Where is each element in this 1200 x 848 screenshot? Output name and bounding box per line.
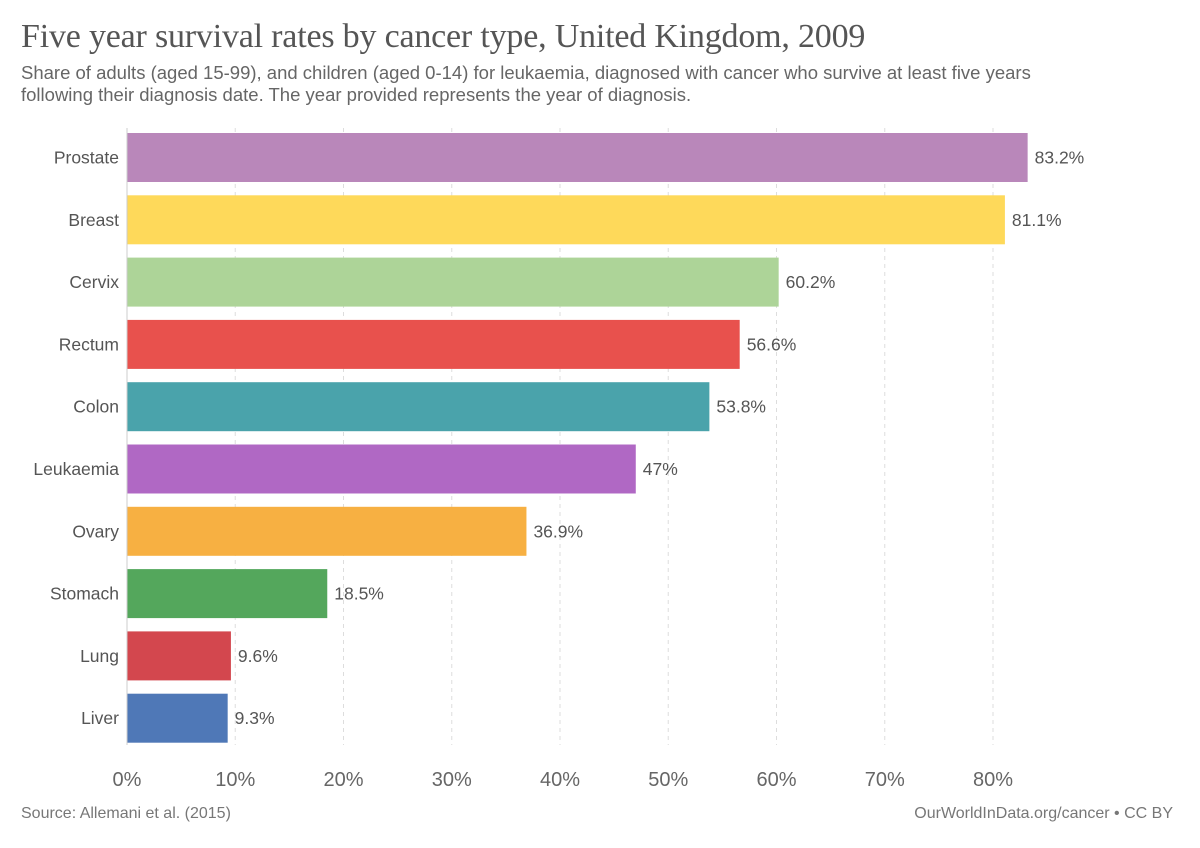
value-label: 9.3% [235, 708, 275, 728]
x-tick-label: 20% [323, 769, 363, 791]
x-tick-label: 60% [756, 769, 796, 791]
x-tick-label: 40% [540, 769, 580, 791]
bar-liver[interactable] [127, 693, 228, 743]
bar-rectum[interactable] [127, 319, 740, 369]
chart-subtitle: Share of adults (aged 15-99), and childr… [21, 62, 1031, 105]
value-label: 60.2% [786, 272, 836, 292]
category-label: Stomach [50, 584, 119, 604]
bar-stomach[interactable] [127, 569, 328, 619]
x-tick-label: 80% [973, 769, 1013, 791]
x-tick-label: 0% [113, 769, 142, 791]
value-label: 9.6% [238, 646, 278, 666]
x-axis-ticks: 0% 10% 20% 30% 40% 50% 60% 70% 80% [113, 769, 1014, 791]
value-label: 53.8% [716, 397, 766, 417]
x-tick-label: 50% [648, 769, 688, 791]
value-label: 36.9% [533, 521, 583, 541]
category-label: Rectum [59, 334, 119, 354]
category-label: Leukaemia [33, 459, 119, 479]
bar-breast[interactable] [127, 195, 1005, 245]
bars [127, 133, 1028, 743]
value-label: 81.1% [1012, 210, 1062, 230]
category-label: Colon [73, 397, 119, 417]
bar-prostate[interactable] [127, 133, 1028, 182]
category-label: Liver [81, 708, 119, 728]
value-labels: 83.2% 81.1% 60.2% 56.6% 53.8% 47% 36.9% 18.5% 9.… [235, 148, 1085, 729]
category-label: Prostate [54, 148, 119, 168]
bar-cervix[interactable] [127, 257, 779, 307]
gridlines [234, 128, 994, 745]
value-label: 83.2% [1035, 148, 1085, 168]
x-tick-label: 70% [865, 769, 905, 791]
category-label: Cervix [69, 272, 119, 292]
category-label: Lung [80, 646, 119, 666]
value-label: 47% [643, 459, 678, 479]
category-label: Breast [68, 210, 119, 230]
bar-leukaemia[interactable] [127, 444, 636, 494]
value-label: 18.5% [334, 584, 384, 604]
category-labels: Prostate Breast Cervix Rectum Colon Leukaemia… [33, 148, 119, 729]
bar-ovary[interactable] [127, 506, 527, 556]
bar-lung[interactable] [127, 631, 231, 681]
bar-colon[interactable] [127, 382, 710, 432]
value-label: 56.6% [747, 334, 797, 354]
category-label: Ovary [72, 521, 119, 541]
credit-link[interactable]: OurWorldInData.org/cancer • CC BY [914, 805, 1173, 822]
x-tick-label: 10% [215, 769, 255, 791]
source-note: Source: Allemani et al. (2015) [21, 805, 231, 822]
chart-title: Five year survival rates by cancer type,… [21, 18, 866, 55]
x-tick-label: 30% [432, 769, 472, 791]
